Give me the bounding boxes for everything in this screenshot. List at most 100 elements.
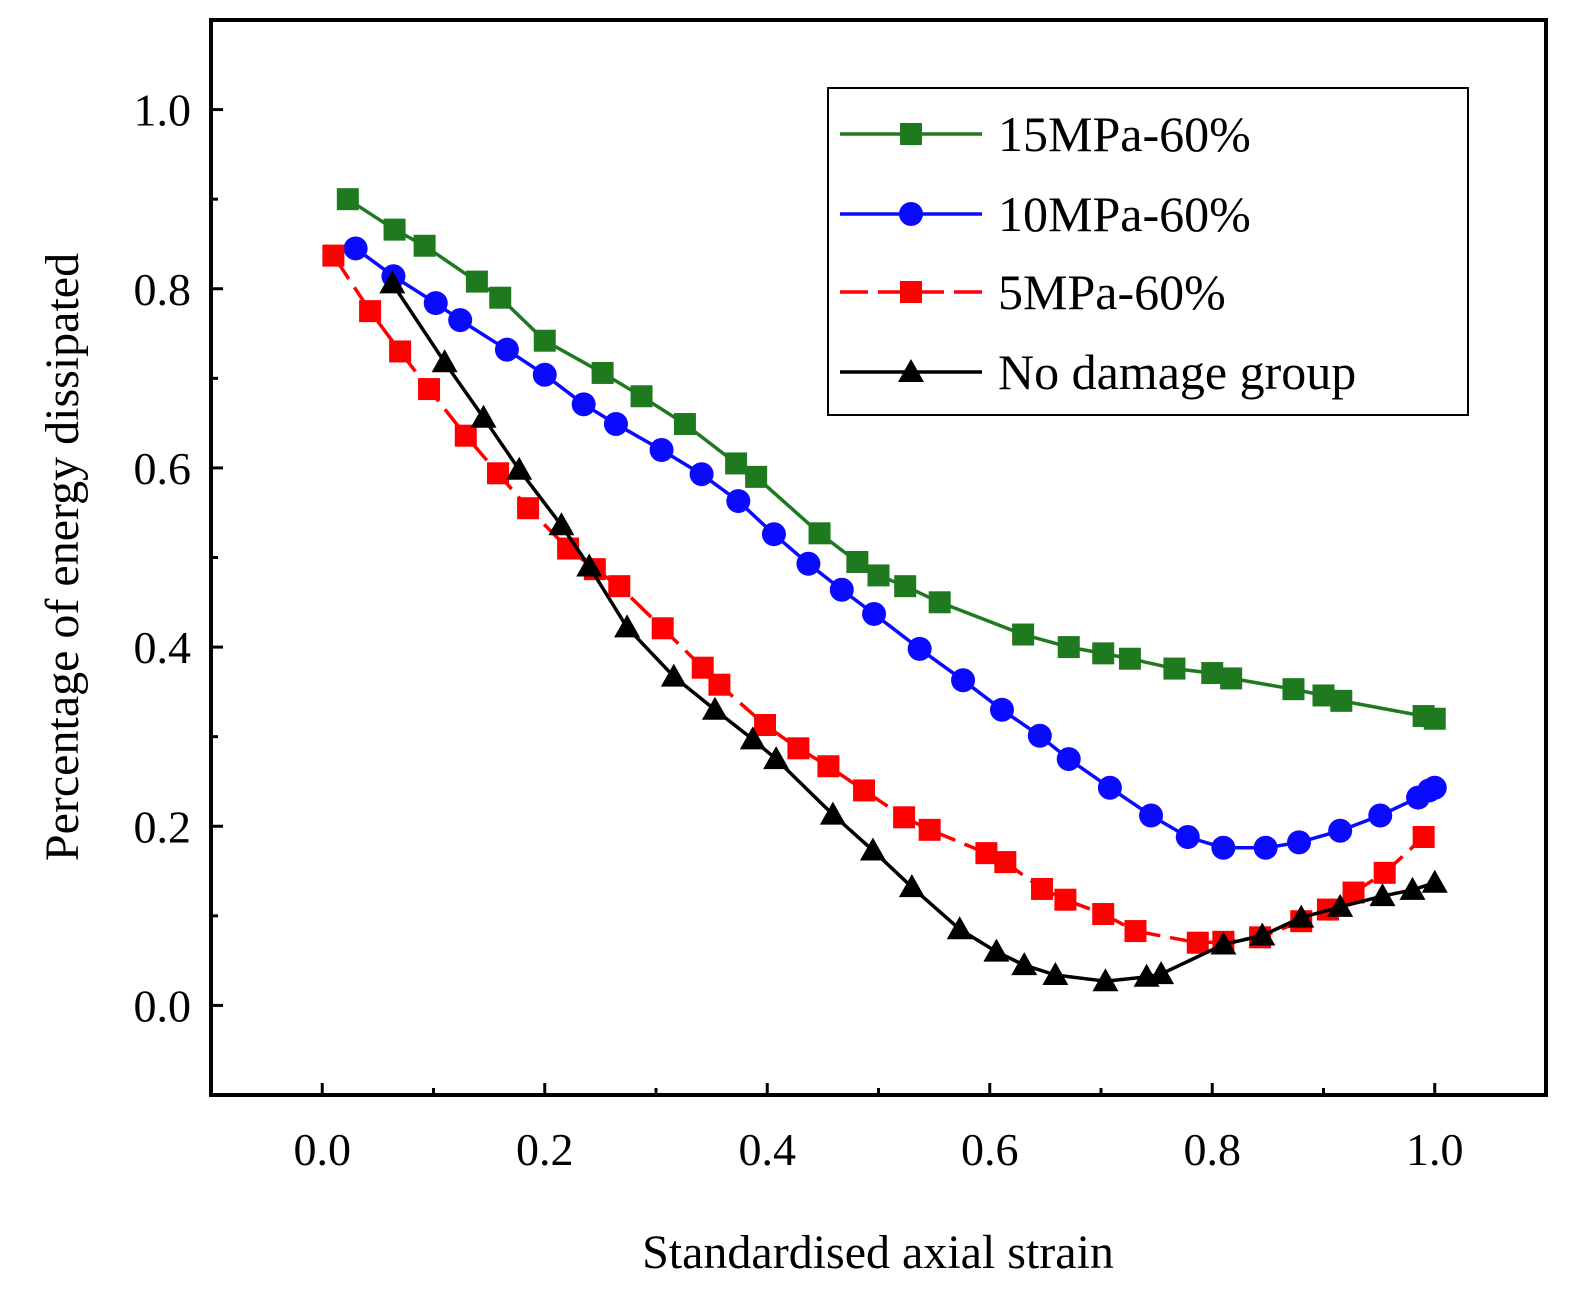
data-point [1369,883,1396,907]
data-point [651,617,674,640]
data-point [1097,775,1122,800]
data-point [1312,684,1335,707]
y-tick-label: 0.2 [134,801,192,852]
data-point [571,392,596,417]
data-point [454,424,477,447]
data-point [465,270,488,293]
data-point [1328,818,1353,843]
legend-label: 5MPa-60% [998,264,1226,320]
series-group [322,188,1448,992]
legend-label: 10MPa-60% [998,186,1251,242]
data-point [379,270,406,294]
data-point [817,755,840,778]
legend-marker [900,281,922,303]
data-point [1288,904,1315,928]
data-point [649,438,674,462]
data-point [1057,636,1080,659]
data-point [862,601,887,626]
data-point [1092,968,1119,992]
data-point [894,575,917,598]
x-tick-label: 0.2 [516,1124,574,1175]
x-tick-label: 0.6 [961,1124,1019,1175]
data-point [359,300,382,323]
legend-label: No damage group [998,344,1356,400]
data-point [745,465,768,488]
data-point [1253,835,1278,860]
data-point [489,286,512,309]
series-3 [379,270,1448,992]
data-point [1031,877,1054,900]
series-1 [343,236,1447,860]
data-point [725,452,748,475]
data-point [1027,723,1052,748]
data-point [1054,888,1077,911]
y-tick-label: 0.0 [134,980,192,1031]
data-point [1287,830,1312,855]
data-point [1220,667,1243,690]
y-tick-label: 0.6 [134,443,192,494]
data-point [853,779,876,802]
data-point [506,456,533,480]
data-point [898,874,925,898]
data-point [1282,678,1305,701]
y-tick-label: 0.4 [134,622,192,673]
data-point [1092,642,1115,665]
data-point [630,385,653,408]
data-point [383,218,406,241]
data-point [1175,825,1200,849]
data-point [787,737,810,760]
data-point [576,553,603,577]
data-point [739,726,766,750]
data-point [548,512,575,536]
x-axis-title: Standardised axial strain [642,1226,1114,1279]
legend-marker [898,359,924,382]
data-point [487,462,510,485]
data-point [918,818,941,841]
y-axis: 0.0 0.2 0.4 0.6 0.8 1.0 [134,85,223,1031]
data-point [1210,931,1237,955]
data-point [975,842,998,865]
data-point [1011,952,1038,976]
data-point [819,801,846,825]
data-point [1186,931,1209,954]
data-point [1412,826,1435,848]
x-tick-label: 0.8 [1184,1124,1242,1175]
data-point [867,564,890,587]
data-point [608,575,631,598]
x-tick-label: 0.4 [739,1124,797,1175]
series-line [390,282,1436,983]
data-point [994,851,1017,874]
data-point [1342,881,1365,904]
data-point [796,551,821,576]
data-point [1421,869,1448,893]
data-point [1118,647,1141,670]
data-point [691,656,714,679]
data-point [533,329,556,352]
legend-item: 10MPa-60% [840,186,1251,242]
data-point [532,362,557,387]
legend-item: No damage group [840,344,1356,400]
data-point [322,244,345,267]
data-point [1163,657,1186,680]
legend-item: 15MPa-60% [840,106,1251,162]
data-point [1399,876,1426,900]
data-point [1368,803,1393,828]
data-point [423,291,448,316]
data-point [1124,920,1147,943]
data-point [1211,835,1236,860]
legend-marker [900,123,922,145]
legend-marker [899,202,923,226]
data-point [829,577,854,602]
data-point [726,489,751,514]
x-axis: 0.0 0.2 0.4 0.6 0.8 1.0 [294,1083,1464,1175]
y-tick-label: 0.8 [134,264,192,315]
data-point [660,663,687,687]
data-point [701,696,728,720]
data-point [946,916,973,940]
data-point [846,550,869,573]
data-point [1012,623,1035,646]
data-point [754,714,777,737]
data-point [907,636,932,661]
y-axis-title: Percentage of energy dissipated [36,253,89,861]
